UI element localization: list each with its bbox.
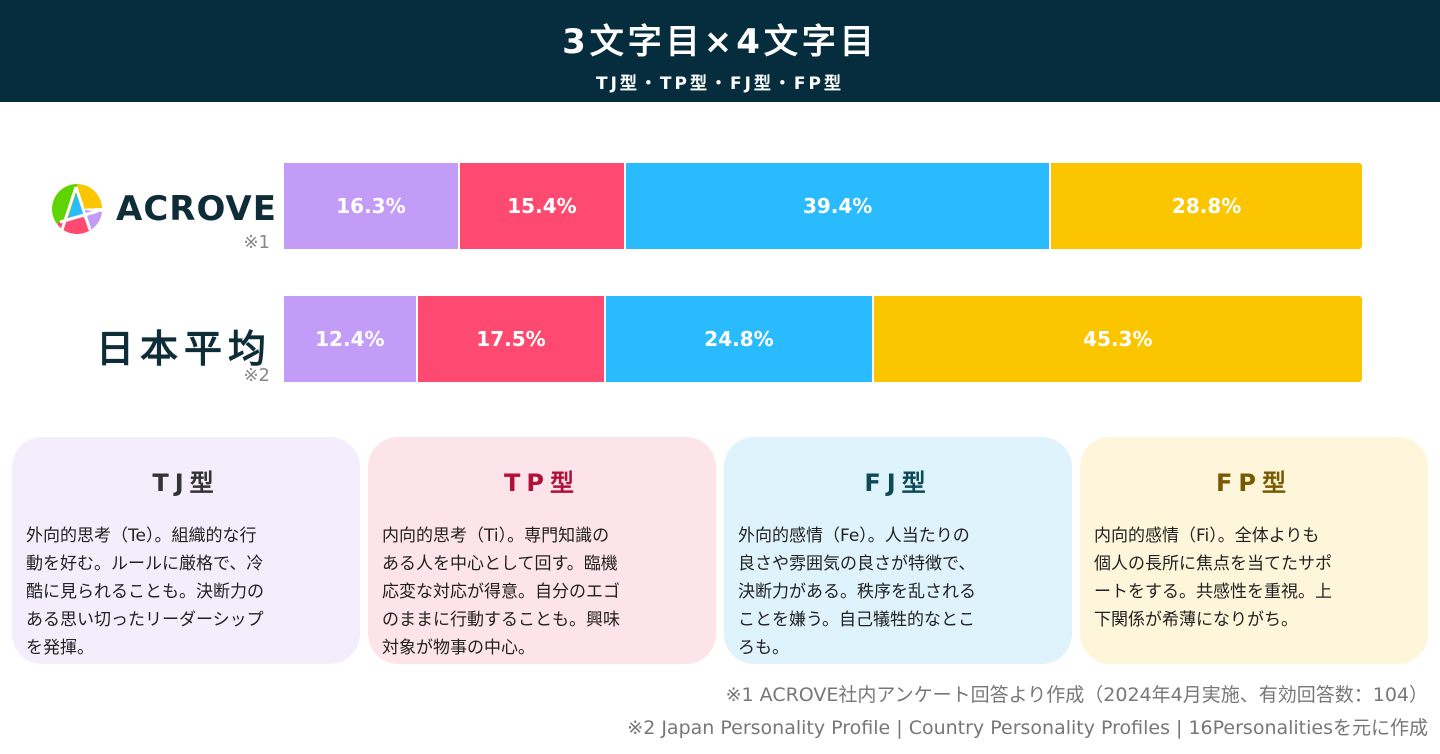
card-fj: FJ型外向的感情（Fe）。人当たりの 良さや雰囲気の良さが特徴で、 決断力がある。秩… (724, 437, 1072, 664)
bar-segment-fj: 24.8% (606, 296, 874, 382)
bar-segment-fj: 39.4% (626, 163, 1052, 249)
data-label: 12.4% (315, 327, 385, 351)
data-label: 15.4% (507, 194, 577, 218)
acrove-logo-icon (52, 184, 102, 234)
card-text-line: のままに行動することも。興味 (382, 610, 620, 630)
bar-acrove: 16.3% 15.4% 39.4% 28.8% (284, 163, 1362, 249)
card-title: TP型 (504, 469, 580, 497)
footnote-1: ※1 ACROVE社内アンケート回答より作成（2024年4月実施、有効回答数：1… (725, 684, 1428, 706)
card-text: 外向的感情（Fe）。人当たりの 良さや雰囲気の良さが特徴で、 決断力がある。秩序を乱… (738, 522, 1058, 662)
card-text: 外向的思考（Te）。組織的な行 動を好む。ルールに厳格で、冷 酷に見られることも。決… (26, 522, 346, 662)
acrove-logo: ACROVE (52, 184, 277, 234)
bar-segment-tp: 17.5% (417, 296, 607, 382)
data-label: 45.3% (1083, 327, 1153, 351)
card-text-line: 応変な対応が得意。自分のエゴ (382, 582, 620, 602)
card-text-line: 下関係が希薄になりがち。 (1094, 610, 1298, 630)
data-label: 39.4% (802, 194, 873, 218)
card-text-line: 内向的感情（Fi）。全体よりも (1094, 526, 1320, 546)
bar-segment-fp: 45.3% (873, 296, 1362, 382)
bar-segment-tp: 15.4% (459, 163, 627, 249)
card-text-line: 良さや雰囲気の良さが特徴で、 (738, 554, 976, 574)
card-text-line: 個人の長所に焦点を当てたサポ (1094, 554, 1332, 574)
card-text-line: ある人を中心として回す。臨機 (382, 554, 618, 574)
page-title: 3文字目×4文字目 (562, 22, 878, 62)
japan-average-label: 日本平均 (96, 327, 273, 371)
card-text-line: ろも。 (738, 638, 789, 658)
note-2: ※2 (243, 365, 270, 386)
card-text: 内向的思考（Ti）。専門知識の ある人を中心として回す。臨機 応変な対応が得意。自分… (382, 522, 702, 662)
card-tj: TJ型外向的思考（Te）。組織的な行 動を好む。ルールに厳格で、冷 酷に見られること… (12, 437, 360, 664)
card-text-line: 外向的感情（Fe）。人当たりの (738, 526, 970, 546)
data-label: 17.5% (476, 327, 546, 351)
data-label: 24.8% (704, 327, 774, 351)
note-1: ※1 (243, 232, 270, 253)
card-text-line: 動を好む。ルールに厳格で、冷 (26, 554, 264, 574)
card-title: FP型 (1216, 469, 1292, 497)
page-subtitle: TJ型・TP型・FJ型・FP型 (596, 74, 844, 94)
card-text-line: 酷に見られることも。決断力の (26, 582, 264, 602)
card-text-line: 決断力がある。秩序を乱される (738, 582, 976, 602)
data-label: 16.3% (336, 194, 406, 218)
card-text-line: 内向的思考（Ti）。専門知識の (382, 526, 610, 546)
card-title: TJ型 (152, 469, 220, 497)
card-text-line: ある思い切ったリーダーシップ (26, 610, 264, 630)
card-text-line: を発揮。 (26, 638, 94, 658)
data-label: 28.8% (1171, 194, 1242, 218)
acrove-label: ACROVE (116, 189, 277, 229)
card-title: FJ型 (864, 469, 932, 497)
bar-segment-fp: 28.8% (1051, 163, 1362, 249)
card-text-line: ことを嫌う。自己犠牲的なとこ (738, 610, 975, 630)
bar-segment-tj: 16.3% (284, 163, 460, 249)
card-fp: FP型内向的感情（Fi）。全体よりも 個人の長所に焦点を当てたサポ ートをする。共感… (1080, 437, 1428, 664)
card-text-line: ートをする。共感性を重視。上 (1094, 582, 1332, 602)
bar-japan-average: 12.4% 17.5% 24.8% 45.3% (284, 296, 1362, 382)
bar-segment-tj: 12.4% (284, 296, 418, 382)
card-tp: TP型内向的思考（Ti）。専門知識の ある人を中心として回す。臨機 応変な対応が得意… (368, 437, 716, 664)
card-text: 内向的感情（Fi）。全体よりも 個人の長所に焦点を当てたサポ ートをする。共感性を重… (1094, 522, 1414, 634)
header: 3文字目×4文字目 TJ型・TP型・FJ型・FP型 (0, 0, 1440, 102)
card-text-line: 外向的思考（Te）。組織的な行 (26, 526, 257, 546)
card-text-line: 対象が物事の中心。 (382, 638, 535, 658)
footnote-2: ※2 Japan Personality Profile | Country P… (627, 717, 1428, 739)
